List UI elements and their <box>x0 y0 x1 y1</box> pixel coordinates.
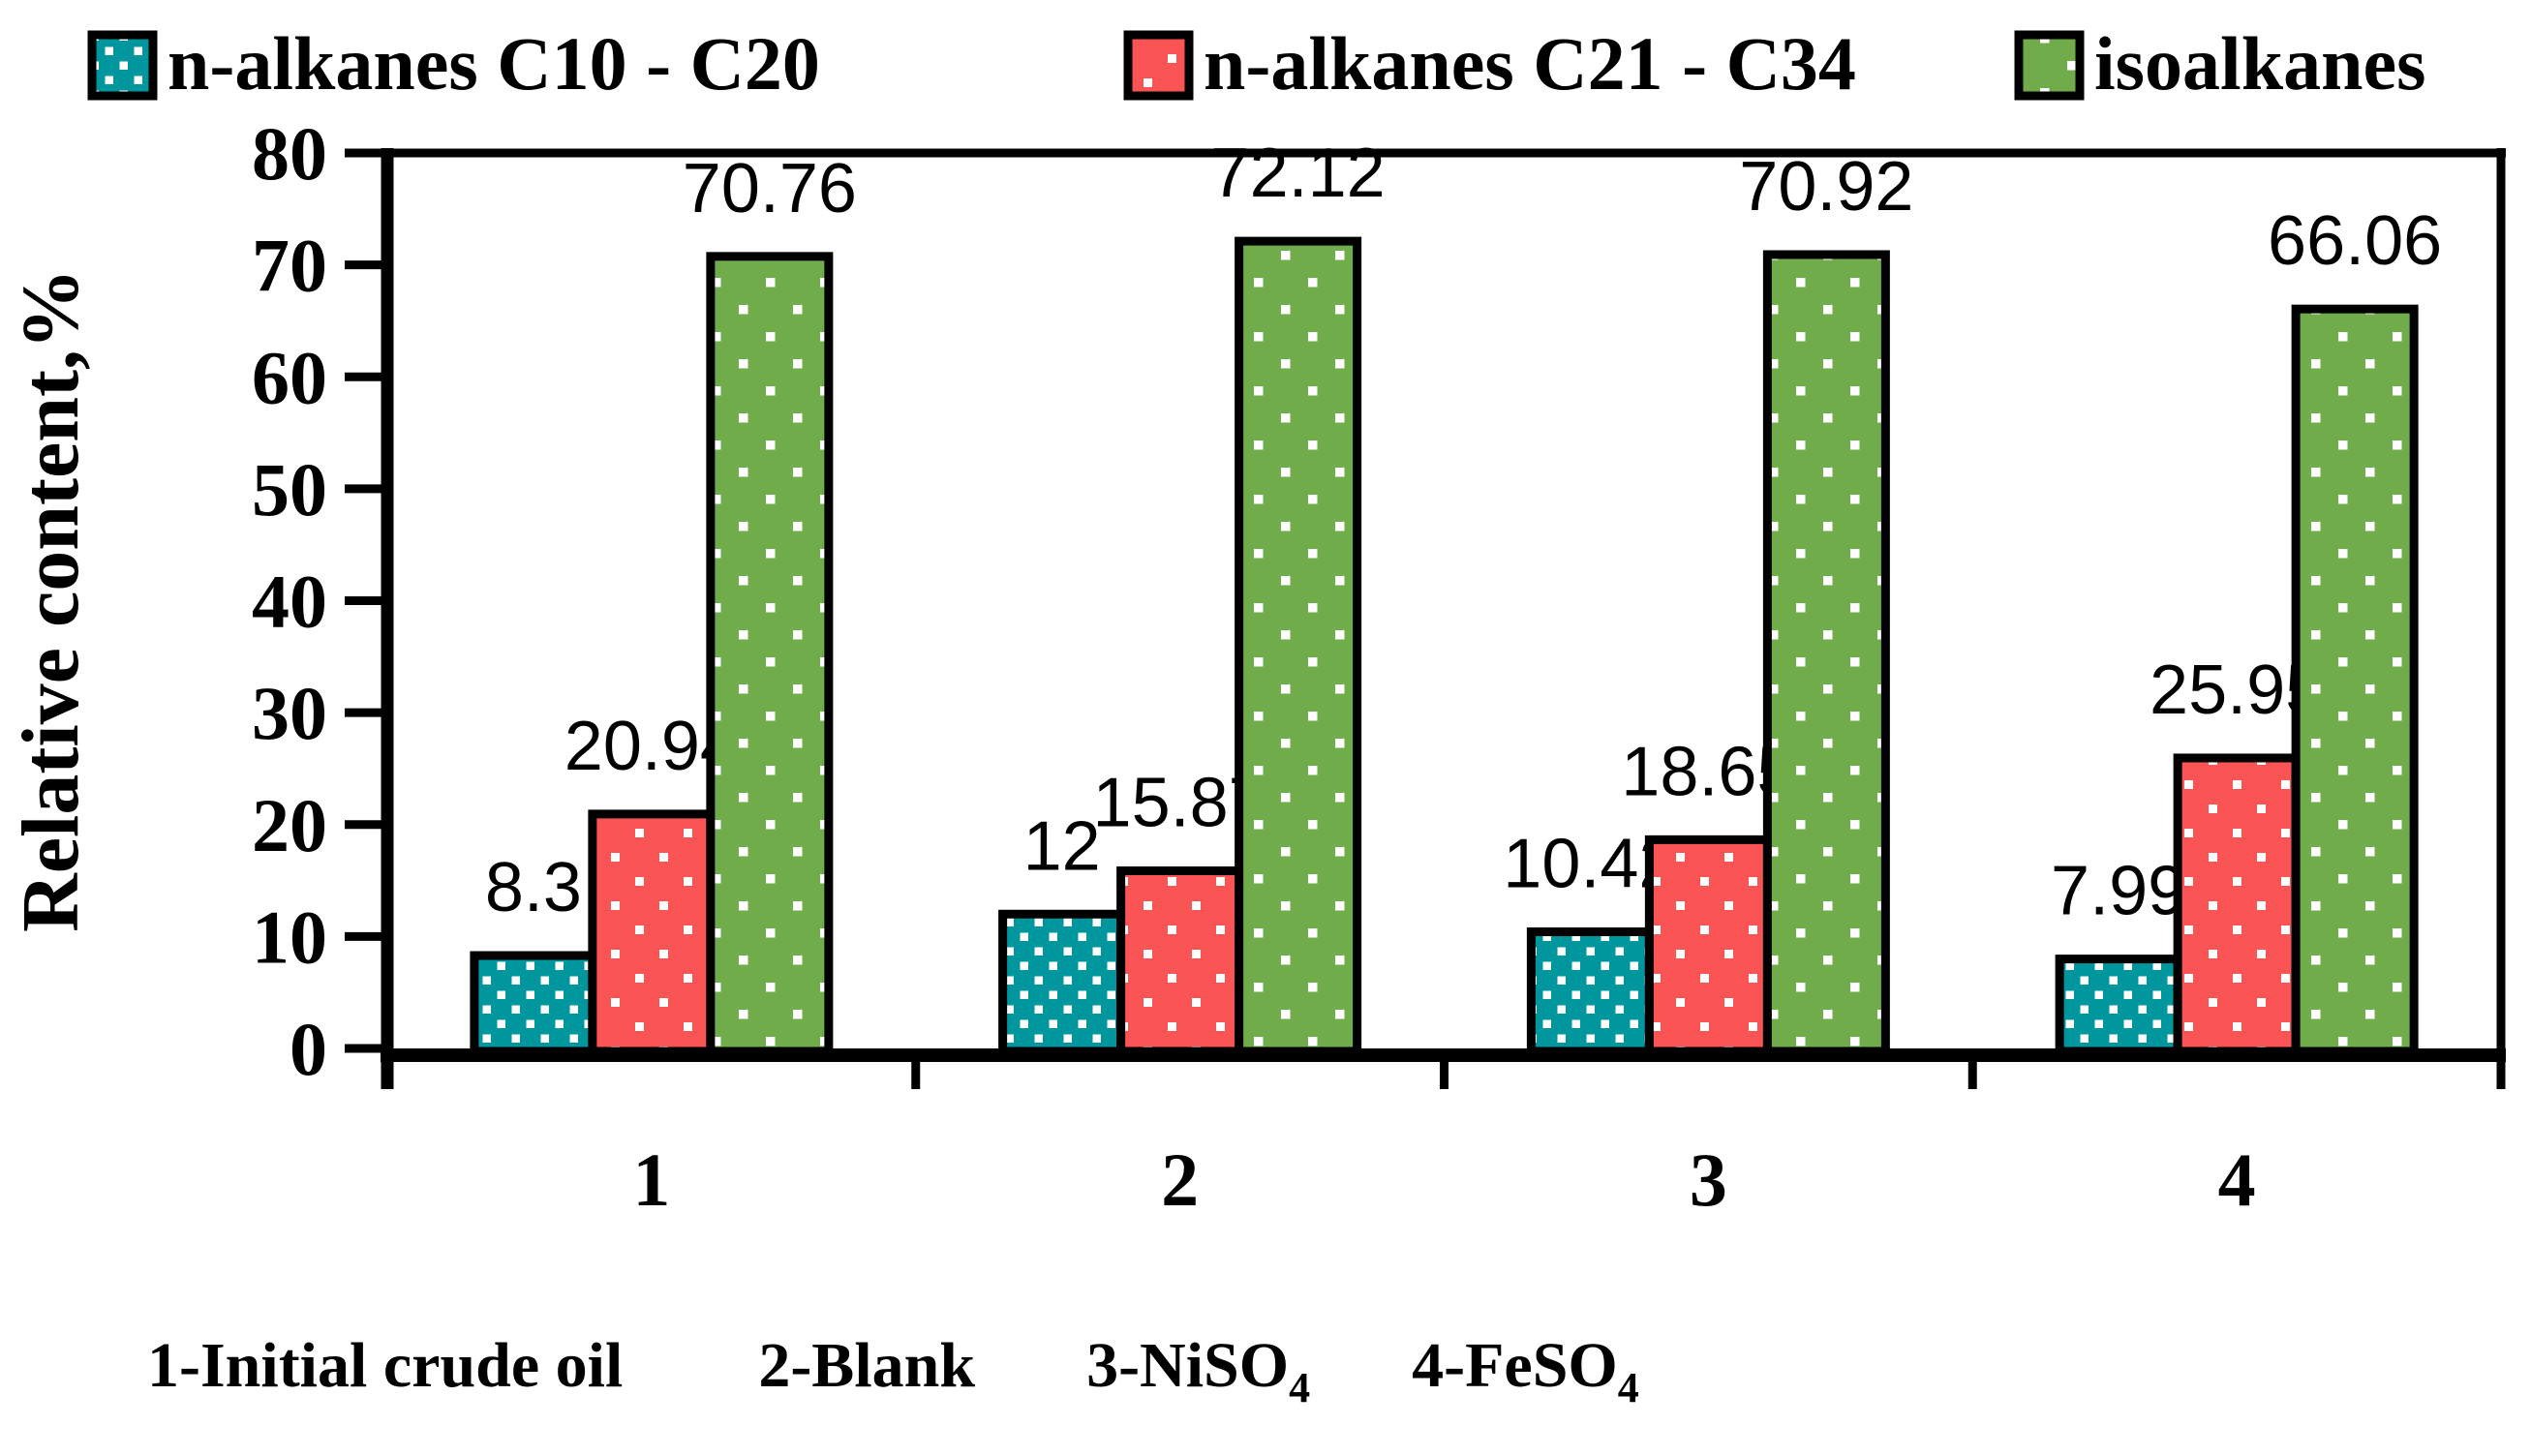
legend-label: n-alkanes C21 - C34 <box>1204 21 1856 106</box>
footnote: 1-Initial crude oil 2-Blank 3-NiSO4 4-FeSO4 <box>147 1330 1639 1411</box>
x-category-label: 1 <box>632 1138 670 1222</box>
y-tick-label: 20 <box>252 783 327 867</box>
x-category-label: 4 <box>2218 1138 2256 1222</box>
x-category-label: 3 <box>1690 1138 1727 1222</box>
footnote-text: 3-NiSO <box>1086 1330 1289 1401</box>
y-tick-label: 60 <box>252 335 327 419</box>
bar-series2-cat2 <box>1762 250 1890 1056</box>
footnote-text: 2-Blank <box>758 1330 975 1401</box>
bar-series0-cat3 <box>2055 955 2182 1056</box>
bar-series0-cat0 <box>470 951 597 1056</box>
bar-series1-cat1 <box>1116 866 1244 1056</box>
x-category-label: 2 <box>1161 1138 1199 1222</box>
y-tick-label: 30 <box>252 671 327 755</box>
y-tick-label: 80 <box>252 111 327 196</box>
legend-label: isoalkanes <box>2094 21 2425 106</box>
y-tick-label: 70 <box>252 224 327 308</box>
legend: n-alkanes C10 - C20 n-alkanes C21 - C34 is… <box>87 21 2425 106</box>
bar-series2-cat1 <box>1235 236 1362 1056</box>
y-tick-label: 0 <box>290 1007 327 1091</box>
bar-series0-cat2 <box>1526 927 1654 1056</box>
bar-series1-cat0 <box>588 809 716 1056</box>
bar-value-label: 66.06 <box>2268 202 2442 280</box>
bar-value-label: 72.12 <box>1211 135 1386 212</box>
footnote-subscript: 4 <box>1289 1364 1310 1411</box>
bar-value-label: 70.92 <box>1739 148 1913 226</box>
y-tick-label: 10 <box>252 895 327 979</box>
bar-series2-cat3 <box>2291 304 2419 1056</box>
bar-series1-cat2 <box>1644 834 1772 1056</box>
bar-value-label: 70.76 <box>683 150 857 228</box>
legend-label: n-alkanes C10 - C20 <box>168 21 820 106</box>
y-tick-label: 50 <box>252 447 327 531</box>
bar-value-label: 8.3 <box>485 849 582 926</box>
legend-swatch <box>87 30 158 101</box>
bar-value-label: 12 <box>1023 807 1101 885</box>
legend-swatch <box>2014 30 2085 101</box>
footnote-text: 4-FeSO <box>1412 1330 1618 1401</box>
y-tick-label: 40 <box>252 560 327 644</box>
footnote-subscript: 4 <box>1618 1364 1639 1411</box>
bar-value-label: 7.99 <box>2051 853 2186 930</box>
bar-series0-cat1 <box>998 909 1126 1056</box>
bar-series2-cat0 <box>706 252 834 1056</box>
footnote-text: 1-Initial crude oil <box>147 1330 623 1401</box>
bar-series1-cat3 <box>2173 753 2301 1056</box>
legend-swatch <box>1123 30 1194 101</box>
y-axis-title: Relative content,% <box>6 268 96 932</box>
